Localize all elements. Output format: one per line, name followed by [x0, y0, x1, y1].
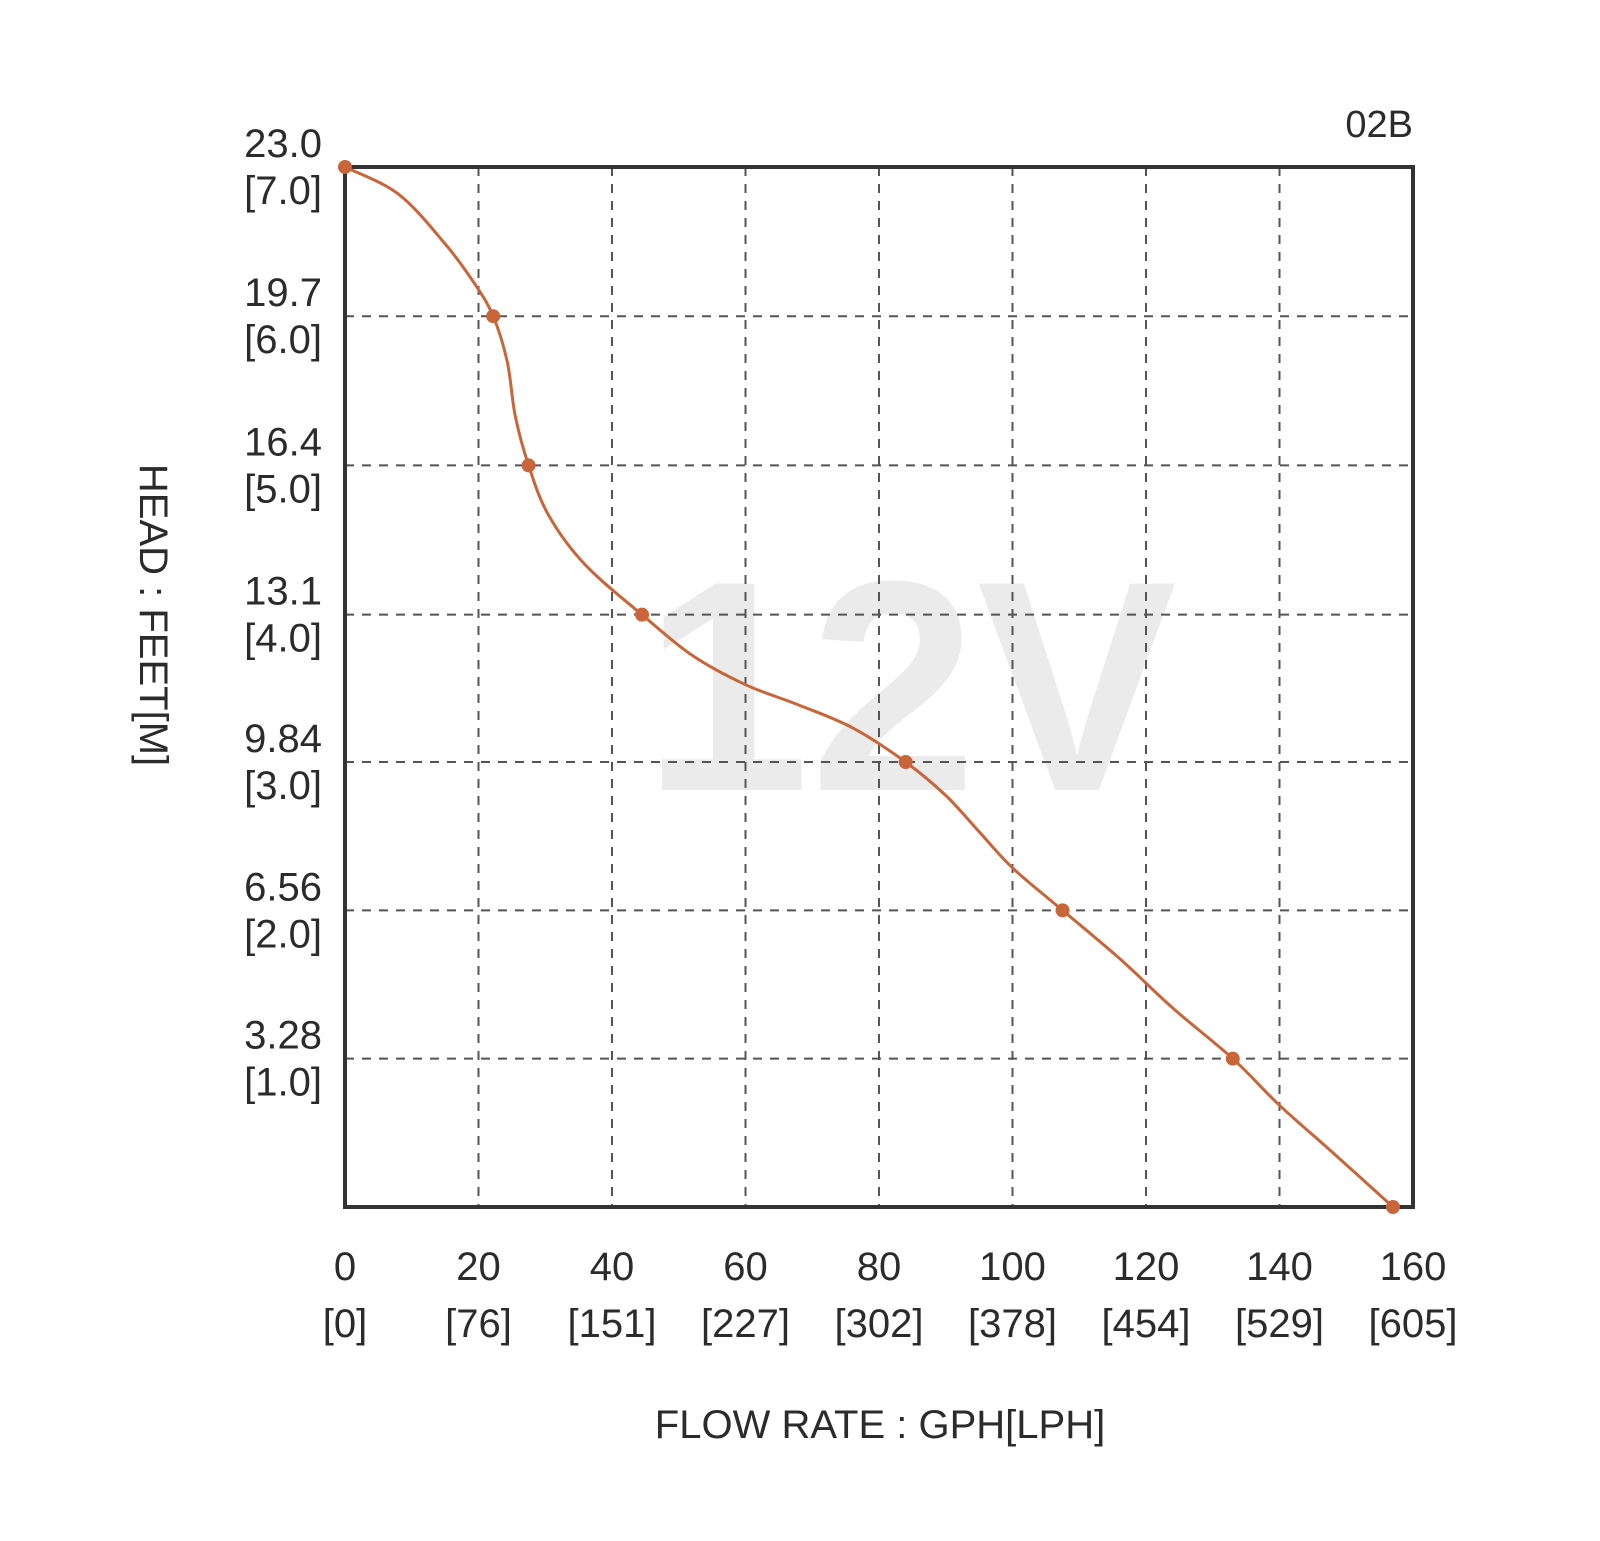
y-tick-sublabel: [5.0] [244, 467, 322, 511]
x-tick-label: 80 [857, 1245, 902, 1289]
y-tick-labels: 3.28[1.0] 6.56[2.0] 9.84[3.0] 13.1[4.0] 16.4… [244, 122, 322, 1105]
x-tick-sublabel: [76] [445, 1302, 512, 1346]
data-point [1055, 903, 1070, 918]
y-tick-sublabel: [7.0] [244, 169, 322, 213]
x-tick-sublabel: [529] [1235, 1302, 1324, 1346]
data-point [898, 755, 913, 770]
plot-frame [343, 165, 1415, 1209]
series-line [344, 165, 1395, 1209]
x-tick-sublabel: [378] [968, 1302, 1057, 1346]
y-tick-label: 13.1 [244, 570, 322, 614]
data-point [486, 309, 501, 324]
y-tick-sublabel: [2.0] [244, 912, 322, 956]
x-tick-labels: 0 [0] 20 [76] 40 [151] 60 [227] 80 [302] 100 [378] 1… [323, 1245, 1458, 1346]
x-tick-label: 40 [590, 1245, 635, 1289]
data-point [338, 160, 352, 174]
x-tick-label: 160 [1380, 1245, 1447, 1289]
x-tick-label: 60 [723, 1245, 768, 1289]
y-tick-label: 19.7 [244, 271, 322, 315]
y-tick-sublabel: [3.0] [244, 764, 322, 808]
data-point [1225, 1051, 1240, 1066]
y-axis-title: HEAD : FEET[M] [131, 464, 175, 766]
x-tick-label: 0 [334, 1245, 356, 1289]
x-tick-sublabel: [454] [1102, 1302, 1191, 1346]
x-tick-sublabel: [605] [1369, 1302, 1458, 1346]
x-tick-sublabel: [151] [568, 1302, 657, 1346]
y-tick-label: 16.4 [244, 420, 322, 464]
x-axis-title: FLOW RATE : GPH[LPH] [655, 1403, 1105, 1447]
y-tick-label: 6.56 [244, 865, 322, 909]
y-tick-sublabel: [4.0] [244, 617, 322, 661]
y-tick-label: 23.0 [244, 122, 322, 166]
y-tick-sublabel: [6.0] [244, 318, 322, 362]
x-tick-label: 120 [1113, 1245, 1180, 1289]
series-layer [338, 160, 1400, 1214]
grid-lines [345, 167, 1413, 1207]
x-tick-label: 140 [1246, 1245, 1313, 1289]
data-point [521, 458, 536, 473]
x-tick-sublabel: [302] [835, 1302, 924, 1346]
data-point [1385, 1200, 1400, 1214]
x-tick-sublabel: [227] [701, 1302, 790, 1346]
x-tick-sublabel: [0] [323, 1302, 367, 1346]
y-tick-sublabel: [1.0] [244, 1061, 322, 1105]
model-label: 02B [1345, 104, 1413, 146]
y-tick-label: 9.84 [244, 717, 322, 761]
y-tick-label: 3.28 [244, 1014, 322, 1058]
x-tick-label: 20 [456, 1245, 501, 1289]
x-tick-label: 100 [979, 1245, 1046, 1289]
watermark-label: 12V [643, 518, 1178, 854]
data-point [635, 607, 650, 622]
